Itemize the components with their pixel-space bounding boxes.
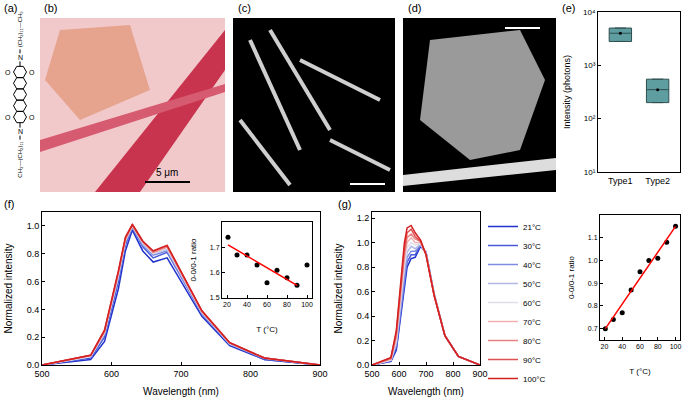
svg-text:1.7: 1.7: [210, 244, 220, 251]
svg-text:0.0: 0.0: [357, 360, 370, 370]
svg-text:21°C: 21°C: [523, 223, 541, 232]
svg-text:0.8: 0.8: [27, 249, 40, 259]
svg-text:Type1: Type1: [608, 176, 633, 186]
svg-text:Type2: Type2: [645, 176, 670, 186]
svg-text:Wavelength (nm): Wavelength (nm): [388, 386, 464, 397]
svg-text:80: 80: [654, 343, 662, 350]
svg-text:10⁴: 10⁴: [583, 8, 596, 17]
svg-text:100°C: 100°C: [523, 375, 546, 384]
svg-text:Wavelength (nm): Wavelength (nm): [143, 386, 219, 397]
svg-text:700: 700: [418, 369, 433, 379]
svg-text:CH₃—(CH₂)₁₁: CH₃—(CH₂)₁₁: [17, 142, 23, 178]
svg-text:(a): (a): [4, 2, 17, 14]
svg-text:800: 800: [445, 369, 460, 379]
svg-text:O: O: [5, 69, 11, 76]
svg-text:0.4: 0.4: [27, 305, 40, 315]
svg-text:30°C: 30°C: [523, 242, 541, 251]
svg-text:60: 60: [263, 301, 271, 308]
svg-text:80°C: 80°C: [523, 337, 541, 346]
svg-text:70°C: 70°C: [523, 318, 541, 327]
svg-text:60: 60: [636, 343, 644, 350]
svg-text:10²: 10²: [584, 114, 596, 123]
svg-text:0.6: 0.6: [357, 287, 370, 297]
svg-text:600: 600: [391, 369, 406, 379]
svg-text:5 μm: 5 μm: [156, 167, 178, 178]
svg-text:1.0: 1.0: [27, 221, 40, 231]
svg-text:60°C: 60°C: [523, 299, 541, 308]
svg-text:40: 40: [618, 343, 626, 350]
svg-text:80: 80: [283, 301, 291, 308]
svg-text:N: N: [18, 128, 23, 135]
svg-text:O: O: [5, 114, 11, 121]
svg-text:40°C: 40°C: [523, 261, 541, 270]
svg-text:0.9: 0.9: [588, 280, 598, 287]
svg-text:20: 20: [601, 343, 609, 350]
svg-text:1.0: 1.0: [588, 257, 598, 264]
svg-text:(CH₂)₁₁—CH₃: (CH₂)₁₁—CH₃: [17, 11, 23, 48]
svg-text:0.7: 0.7: [588, 325, 598, 332]
svg-text:O: O: [29, 114, 35, 121]
svg-text:900: 900: [472, 369, 487, 379]
svg-text:(d): (d): [408, 2, 421, 14]
svg-text:1.0: 1.0: [357, 238, 370, 248]
svg-text:100: 100: [301, 301, 313, 308]
svg-text:1.2: 1.2: [357, 213, 370, 223]
svg-text:100: 100: [670, 343, 682, 350]
svg-text:0-0/0-1 ratio: 0-0/0-1 ratio: [189, 238, 198, 282]
svg-text:20: 20: [223, 301, 231, 308]
svg-text:1.6: 1.6: [210, 269, 220, 276]
svg-text:(b): (b): [44, 2, 57, 14]
svg-text:0.8: 0.8: [357, 262, 370, 272]
svg-text:10¹: 10¹: [584, 168, 596, 177]
svg-text:O: O: [29, 69, 35, 76]
svg-text:90°C: 90°C: [523, 356, 541, 365]
svg-text:1.1: 1.1: [588, 234, 598, 241]
svg-text:0.2: 0.2: [27, 332, 40, 342]
svg-text:900: 900: [312, 369, 327, 379]
svg-text:40: 40: [243, 301, 251, 308]
svg-text:Normalized intensity: Normalized intensity: [333, 243, 344, 333]
svg-text:Normalized intensity: Normalized intensity: [3, 243, 14, 333]
svg-text:1.5: 1.5: [210, 294, 220, 301]
svg-text:(e): (e): [562, 2, 575, 14]
svg-text:(f): (f): [4, 198, 14, 210]
svg-text:0-0/0-1 ratio: 0-0/0-1 ratio: [567, 255, 576, 299]
svg-text:50°C: 50°C: [523, 280, 541, 289]
svg-text:0.2: 0.2: [357, 336, 370, 346]
svg-text:Intensity (photons): Intensity (photons): [562, 55, 572, 129]
svg-text:(c): (c): [238, 2, 251, 14]
svg-text:T (°C): T (°C): [629, 367, 651, 376]
svg-text:0.4: 0.4: [357, 311, 370, 321]
svg-text:N: N: [18, 54, 23, 61]
svg-text:0.8: 0.8: [588, 302, 598, 309]
svg-text:800: 800: [243, 369, 258, 379]
svg-text:0.0: 0.0: [27, 360, 40, 370]
svg-text:700: 700: [173, 369, 188, 379]
svg-text:T (°C): T (°C): [256, 325, 278, 334]
svg-text:0.6: 0.6: [27, 277, 40, 287]
svg-text:600: 600: [104, 369, 119, 379]
svg-text:500: 500: [34, 369, 49, 379]
svg-text:(g): (g): [338, 198, 351, 210]
svg-text:500: 500: [364, 369, 379, 379]
svg-text:10³: 10³: [584, 61, 596, 70]
